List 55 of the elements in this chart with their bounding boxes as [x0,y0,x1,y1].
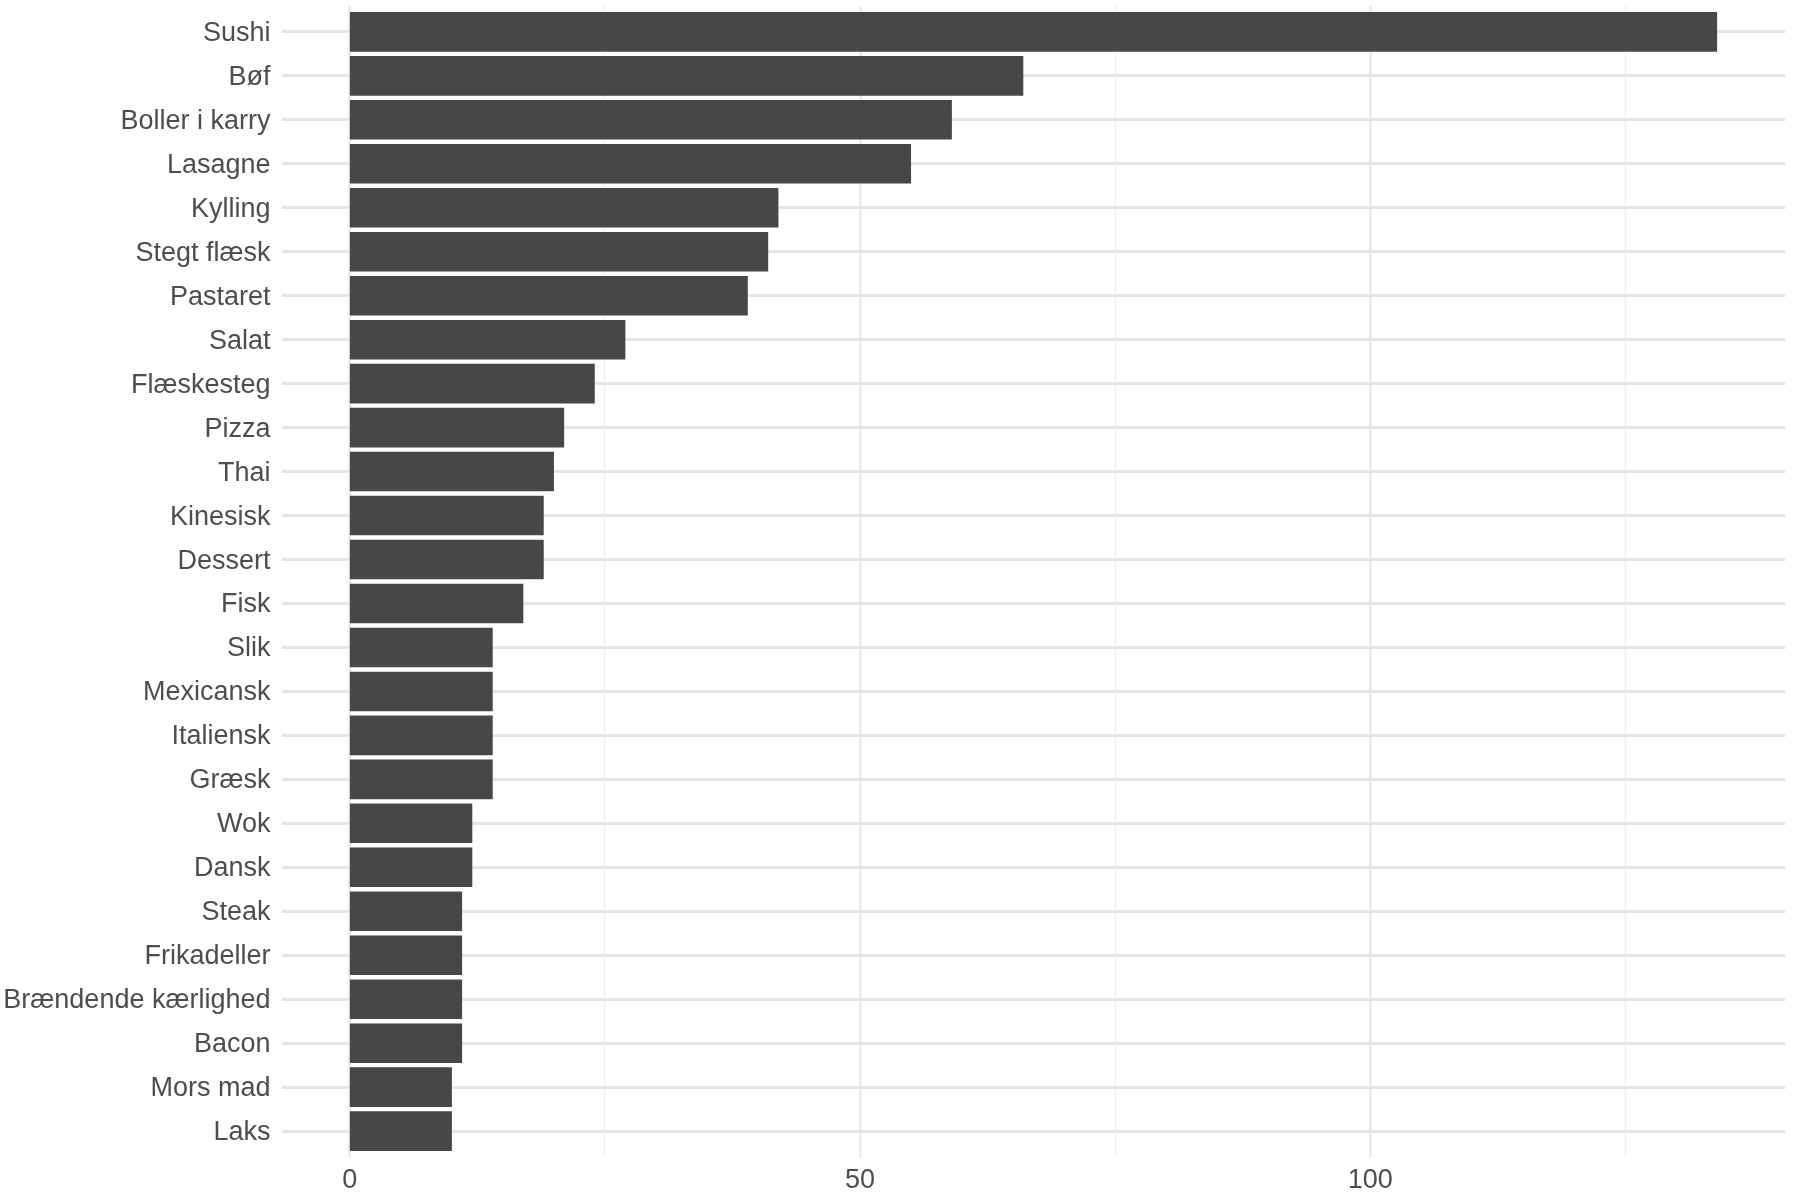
x-tick-label: 100 [1347,1163,1393,1194]
bar [349,935,463,976]
bar [349,715,493,756]
y-tick-label: Kinesisk [169,500,271,531]
y-tick-label: Frikadeller [144,940,271,971]
y-tick-label: Flæskesteg [130,368,271,399]
bar [349,803,473,844]
y-tick-label: Steak [201,896,271,927]
y-tick-label: Salat [208,324,271,355]
bar [349,319,626,360]
x-tick-label: 0 [342,1163,358,1194]
y-tick-label: Wok [216,808,271,839]
y-tick-label: Lasagne [166,148,271,179]
y-tick-label: Bacon [193,1028,271,1059]
bar [349,363,595,404]
bar [349,891,463,932]
bar [349,1023,463,1063]
y-tick-label: Kylling [190,192,271,223]
y-tick-label: Pastaret [169,280,271,311]
bar [349,539,544,580]
bar [349,979,463,1019]
y-tick-label: Slik [226,632,271,663]
bar [349,627,493,668]
bar [349,583,524,624]
bar [349,495,544,536]
bar [349,187,779,228]
y-tick-label: Boller i karry [120,104,271,135]
y-tick-label: Pizza [204,412,272,443]
y-tick-label: Mexicansk [142,676,271,707]
x-tick-label: 50 [845,1163,876,1194]
y-tick-label: Stegt flæsk [135,236,271,267]
y-tick-label: Sushi [202,16,271,47]
bar [349,451,554,492]
bar [349,671,493,712]
bar [349,12,1718,52]
y-tick-label: Bøf [228,60,271,91]
y-tick-label: Græsk [189,764,271,795]
bar [349,847,473,888]
bar [349,407,565,448]
y-tick-label: Laks [213,1116,271,1147]
y-tick-label: Mors mad [150,1072,271,1103]
bar [349,231,769,272]
y-tick-label: Dansk [193,852,271,883]
bar [349,275,748,316]
bar [349,56,1024,96]
y-tick-label: Fisk [221,588,271,619]
bar [349,1111,452,1151]
bar [349,1067,452,1107]
bar [349,100,952,140]
y-tick-label: Thai [217,456,271,487]
bar [349,759,493,800]
y-tick-label: Dessert [177,544,271,575]
bar [349,144,912,184]
y-tick-label: Italiensk [171,720,271,751]
y-tick-label: Brændende kærlighed [3,984,271,1015]
